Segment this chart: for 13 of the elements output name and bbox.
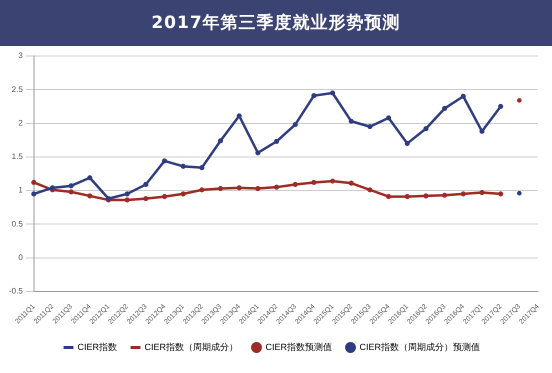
legend-label: CIER指数（周期成分）预测值 [360,342,480,352]
y-tick-label: 1.5 [12,152,24,162]
y-tick-label: 3 [18,51,24,60]
y-tick-label: 0 [18,253,24,262]
y-tick-label: -0.5 [8,286,24,296]
y-tick-label: 2.5 [12,84,24,94]
y-tick-label: 2 [18,118,24,128]
chart-title: 2017年第三季度就业形势预测 [0,0,552,46]
legend-label: CIER指数 [77,342,118,352]
y-tick-label: 0.5 [12,219,24,228]
legend-label: CIER指数（周期成分） [144,342,238,352]
legend-label: CIER指数预测值 [266,342,332,352]
y-tick-label: 1 [18,186,24,195]
